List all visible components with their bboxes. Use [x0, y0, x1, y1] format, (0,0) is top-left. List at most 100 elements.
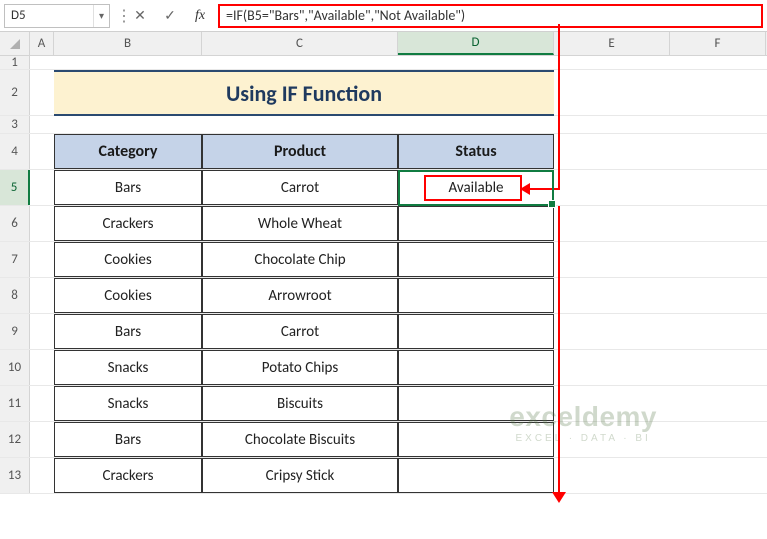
table-cell[interactable]: Biscuits	[202, 386, 398, 421]
cell[interactable]	[202, 116, 398, 133]
cell[interactable]	[30, 170, 54, 205]
cell[interactable]	[30, 386, 54, 421]
table-cell[interactable]: Cripsy Stick	[202, 458, 398, 493]
cell[interactable]	[670, 56, 766, 69]
cell[interactable]	[554, 134, 670, 169]
table-cell[interactable]	[398, 278, 554, 313]
name-box-dropdown-icon[interactable]: ▾	[93, 5, 109, 27]
row-header-3[interactable]: 3	[0, 116, 30, 133]
table-cell[interactable]	[398, 242, 554, 277]
cell[interactable]	[554, 386, 670, 421]
table-cell[interactable]	[398, 314, 554, 349]
cell[interactable]	[554, 170, 670, 205]
table-cell[interactable]: Bars	[54, 422, 202, 457]
cell[interactable]	[30, 134, 54, 169]
table-cell[interactable]: Cookies	[54, 278, 202, 313]
col-header-C[interactable]: C	[202, 32, 398, 55]
enter-icon[interactable]: ✓	[158, 4, 182, 28]
cell[interactable]	[554, 350, 670, 385]
cell[interactable]	[670, 116, 766, 133]
row-header-2[interactable]: 2	[0, 70, 30, 115]
cell[interactable]	[30, 350, 54, 385]
table-cell[interactable]: Chocolate Chip	[202, 242, 398, 277]
row-header-1[interactable]: 1	[0, 56, 30, 69]
row-header-8[interactable]: 8	[0, 278, 30, 313]
cell[interactable]	[554, 458, 670, 493]
cell[interactable]	[30, 116, 54, 133]
col-header-E[interactable]: E	[554, 32, 670, 55]
table-cell[interactable]	[398, 422, 554, 457]
cell[interactable]	[30, 70, 54, 115]
cell[interactable]	[670, 350, 766, 385]
cell[interactable]	[554, 242, 670, 277]
table-cell[interactable]	[398, 206, 554, 241]
table-cell[interactable]: Bars	[54, 170, 202, 205]
col-header-B[interactable]: B	[54, 32, 202, 55]
table-cell[interactable]: Arrowroot	[202, 278, 398, 313]
cell[interactable]	[30, 422, 54, 457]
row-header-12[interactable]: 12	[0, 422, 30, 457]
table-cell[interactable]: Snacks	[54, 386, 202, 421]
table-cell[interactable]: Chocolate Biscuits	[202, 422, 398, 457]
cell[interactable]	[670, 206, 766, 241]
cancel-icon[interactable]: ✕	[128, 4, 152, 28]
cell[interactable]	[554, 314, 670, 349]
name-box[interactable]: D5	[5, 8, 93, 23]
cell[interactable]	[670, 422, 766, 457]
row-header-13[interactable]: 13	[0, 458, 30, 493]
cell[interactable]	[398, 56, 554, 69]
cell[interactable]	[30, 56, 54, 69]
table-header-status[interactable]: Status	[398, 134, 554, 169]
col-header-D[interactable]: D	[398, 32, 554, 55]
row-header-7[interactable]: 7	[0, 242, 30, 277]
cell[interactable]	[670, 386, 766, 421]
table-cell[interactable]	[398, 350, 554, 385]
table-cell[interactable]: Crackers	[54, 458, 202, 493]
select-all-corner[interactable]	[0, 32, 30, 55]
cell[interactable]	[398, 116, 554, 133]
table-cell[interactable]: Snacks	[54, 350, 202, 385]
table-cell[interactable]	[398, 458, 554, 493]
table-header-category[interactable]: Category	[54, 134, 202, 169]
cell[interactable]	[554, 116, 670, 133]
table-cell[interactable]	[398, 386, 554, 421]
row-header-6[interactable]: 6	[0, 206, 30, 241]
cell[interactable]	[30, 278, 54, 313]
formula-input[interactable]: =IF(B5="Bars","Available","Not Available…	[226, 7, 465, 24]
cell[interactable]	[670, 458, 766, 493]
row-header-5[interactable]: 5	[0, 170, 30, 205]
cell[interactable]	[670, 278, 766, 313]
cell[interactable]	[202, 56, 398, 69]
cell[interactable]	[554, 422, 670, 457]
cell[interactable]	[30, 458, 54, 493]
cell[interactable]	[554, 206, 670, 241]
cell[interactable]	[54, 116, 202, 133]
cell[interactable]	[30, 242, 54, 277]
cell[interactable]	[670, 134, 766, 169]
cell[interactable]	[670, 314, 766, 349]
cell[interactable]	[670, 170, 766, 205]
table-cell[interactable]: Whole Wheat	[202, 206, 398, 241]
cell[interactable]	[670, 242, 766, 277]
table-cell[interactable]: Crackers	[54, 206, 202, 241]
fx-icon[interactable]: fx	[188, 4, 212, 28]
name-box-container[interactable]: D5 ▾	[4, 4, 110, 28]
table-cell[interactable]: Carrot	[202, 314, 398, 349]
table-header-product[interactable]: Product	[202, 134, 398, 169]
row-header-9[interactable]: 9	[0, 314, 30, 349]
row-header-4[interactable]: 4	[0, 134, 30, 169]
cell[interactable]	[554, 70, 670, 115]
cell[interactable]	[30, 314, 54, 349]
table-cell[interactable]: Potato Chips	[202, 350, 398, 385]
col-header-A[interactable]: A	[30, 32, 54, 55]
col-header-F[interactable]: F	[670, 32, 766, 55]
table-cell[interactable]: Cookies	[54, 242, 202, 277]
cell[interactable]	[670, 70, 766, 115]
row-header-10[interactable]: 10	[0, 350, 30, 385]
cell[interactable]	[554, 56, 670, 69]
table-cell[interactable]: Carrot	[202, 170, 398, 205]
table-cell[interactable]: Bars	[54, 314, 202, 349]
cell[interactable]	[30, 206, 54, 241]
row-header-11[interactable]: 11	[0, 386, 30, 421]
cell[interactable]	[554, 278, 670, 313]
